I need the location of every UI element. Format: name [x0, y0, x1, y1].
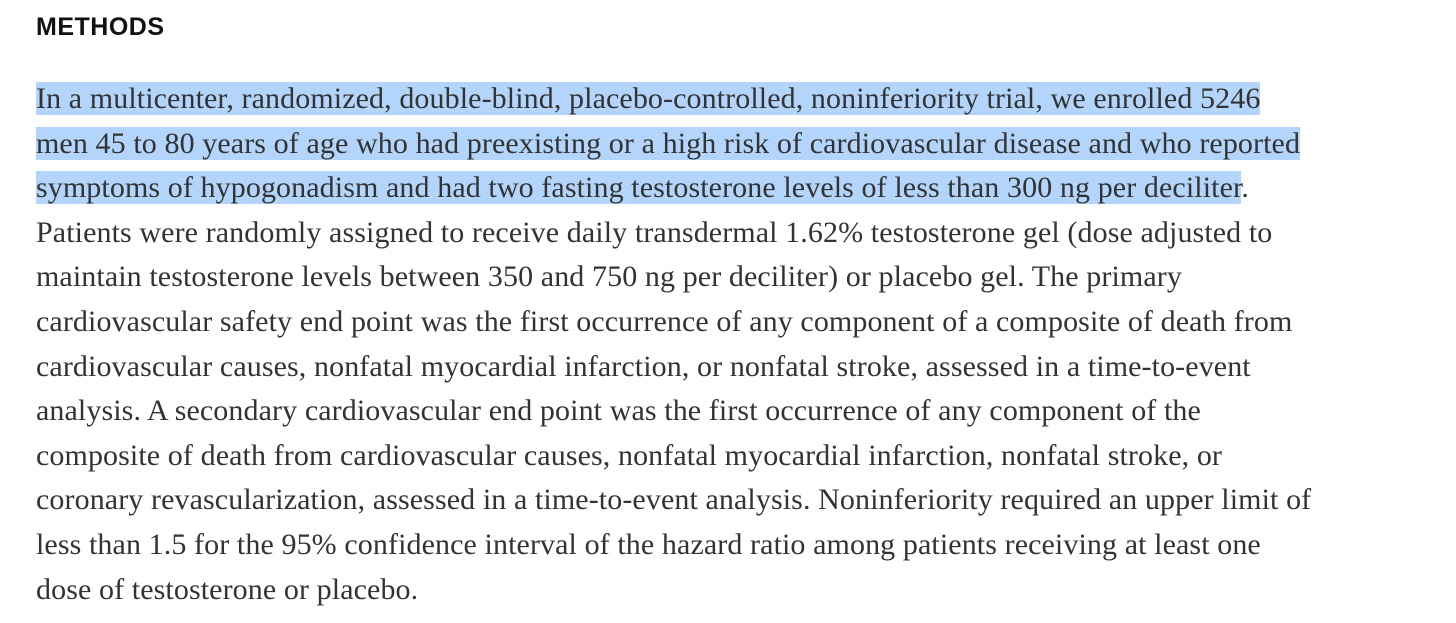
methods-paragraph[interactable]: In a multicenter, randomized, double-bli…: [36, 77, 1436, 612]
paragraph-line[interactable]: men 45 to 80 years of age who had preexi…: [36, 122, 1436, 167]
selected-text[interactable]: In a multicenter, randomized, double-bli…: [36, 82, 1261, 115]
paragraph-line[interactable]: cardiovascular safety end point was the …: [36, 300, 1436, 345]
line-text: analysis. A secondary cardiovascular end…: [36, 394, 1201, 428]
line-text: .: [1241, 171, 1250, 205]
line-text: coronary revascularization, assessed in …: [36, 483, 1312, 517]
paragraph-line[interactable]: composite of death from cardiovascular c…: [36, 434, 1436, 479]
section-heading: METHODS: [36, 13, 165, 41]
line-text: Patients were randomly assigned to recei…: [36, 215, 1273, 249]
paragraph-line[interactable]: dose of testosterone or placebo.: [36, 568, 1436, 613]
paragraph-line[interactable]: In a multicenter, randomized, double-bli…: [36, 77, 1436, 122]
paragraph-line[interactable]: maintain testosterone levels between 350…: [36, 255, 1436, 300]
paragraph-line[interactable]: cardiovascular causes, nonfatal myocardi…: [36, 345, 1436, 390]
line-text: cardiovascular causes, nonfatal myocardi…: [36, 349, 1251, 383]
paragraph-line[interactable]: Patients were randomly assigned to recei…: [36, 211, 1436, 256]
selected-text[interactable]: men 45 to 80 years of age who had preexi…: [36, 126, 1301, 160]
line-text: less than 1.5 for the 95% confidence int…: [36, 527, 1261, 561]
paragraph-line[interactable]: less than 1.5 for the 95% confidence int…: [36, 523, 1436, 568]
line-text: composite of death from cardiovascular c…: [36, 438, 1223, 472]
paragraph-line[interactable]: analysis. A secondary cardiovascular end…: [36, 389, 1436, 434]
selected-text[interactable]: symptoms of hypogonadism and had two fas…: [36, 171, 1242, 205]
line-text: maintain testosterone levels between 350…: [36, 260, 1182, 294]
paragraph-line[interactable]: symptoms of hypogonadism and had two fas…: [36, 166, 1436, 211]
paragraph-line[interactable]: coronary revascularization, assessed in …: [36, 478, 1436, 523]
line-text: cardiovascular safety end point was the …: [36, 304, 1293, 338]
line-text: dose of testosterone or placebo.: [36, 572, 419, 606]
